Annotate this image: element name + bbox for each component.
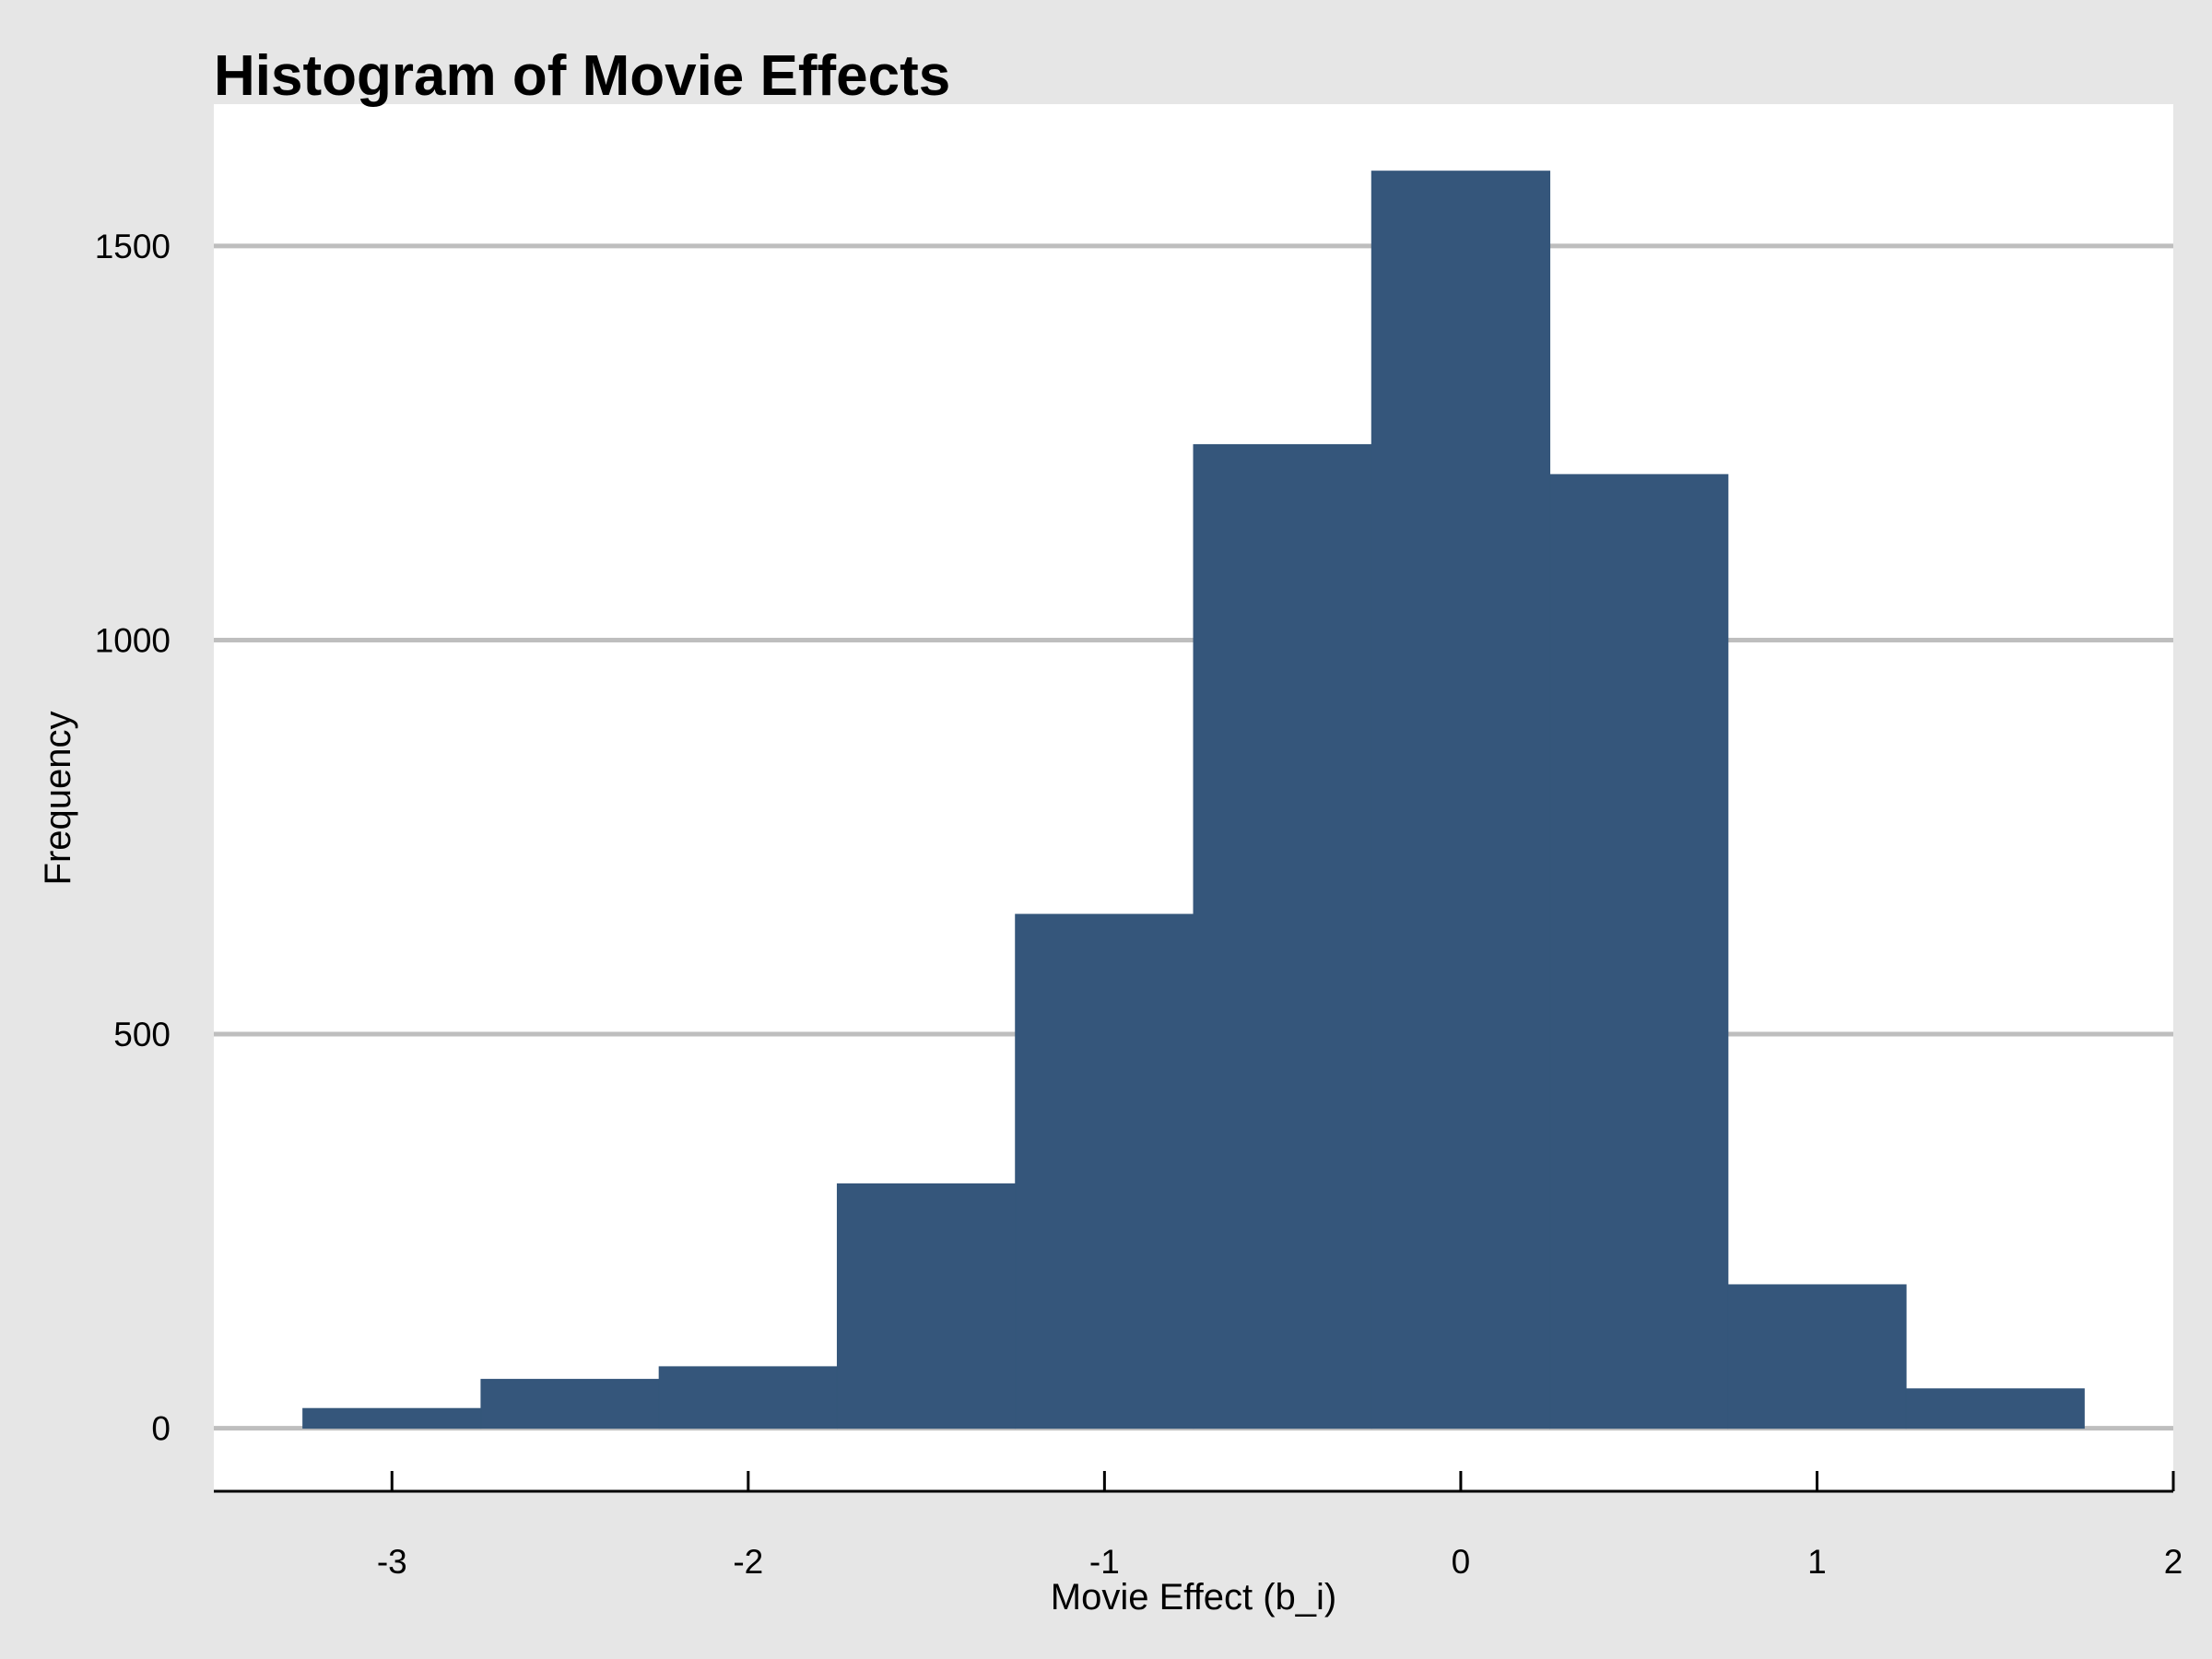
x-axis-label: Movie Effect (b_i) [1051, 1577, 1337, 1618]
x-tick-label: -3 [377, 1543, 407, 1581]
y-tick-label: 1500 [95, 228, 171, 265]
y-axis-label: Frequency [38, 712, 78, 886]
y-tick-label: 1000 [95, 621, 171, 659]
x-tick-label: -1 [1089, 1543, 1120, 1581]
bars [302, 171, 2085, 1430]
histogram-bar [1193, 443, 1372, 1430]
histogram-bar [1727, 1284, 1907, 1430]
histogram-bar [1371, 171, 1551, 1430]
y-tick-label: 500 [113, 1016, 171, 1053]
histogram-bar [1015, 913, 1194, 1430]
chart-title: Histogram of Movie Effects [214, 44, 950, 108]
x-tick-label: 0 [1452, 1543, 1471, 1581]
histogram-bar [836, 1183, 1017, 1430]
y-axis-ticks: 0 500 1000 1500 [95, 228, 171, 1448]
y-tick-label: 0 [151, 1410, 171, 1448]
histogram-bar [1549, 474, 1729, 1430]
histogram-bar [1905, 1388, 2085, 1430]
x-tick-label: 1 [1807, 1543, 1827, 1581]
x-tick-label: 2 [2164, 1543, 2183, 1581]
histogram-bar [658, 1366, 838, 1430]
histogram-bar [480, 1379, 660, 1430]
x-axis: -3 -2 -1 0 1 2 [214, 1471, 2183, 1581]
x-tick-label: -2 [733, 1543, 763, 1581]
histogram-bar [302, 1407, 482, 1430]
